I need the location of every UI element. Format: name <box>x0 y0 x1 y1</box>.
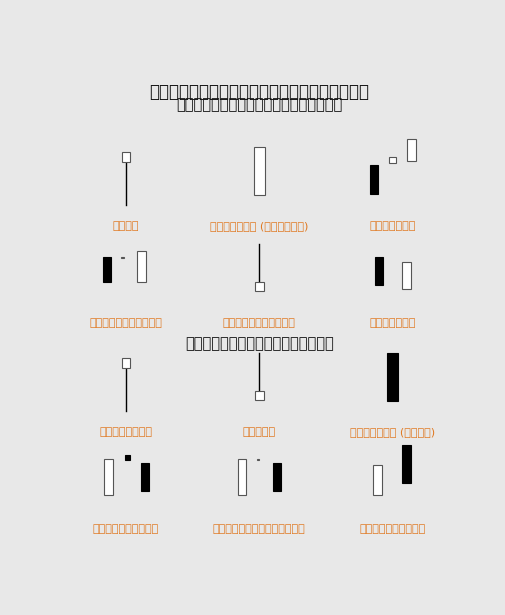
Bar <box>272 462 281 491</box>
Text: ค้อน: ค้อน <box>113 221 139 231</box>
Bar <box>255 391 263 400</box>
Bar <box>104 459 113 495</box>
Bar <box>369 165 377 194</box>
Bar <box>122 358 130 368</box>
Bar <box>255 282 263 291</box>
Text: รูปแบบกลับตัวขาขึ้น: รูปแบบกลับตัวขาขึ้น <box>176 97 342 113</box>
Bar <box>122 152 130 162</box>
Text: คนแขวนคอ: คนแขวนคอ <box>99 427 152 437</box>
Text: ค้อนกลับหัว: ค้อนกลับหัว <box>222 318 295 328</box>
Text: ดาวดวงเย็นโดจิ: ดาวดวงเย็นโดจิ <box>213 524 305 534</box>
Bar <box>373 465 381 495</box>
Bar <box>237 459 245 495</box>
Bar <box>374 256 382 285</box>
Bar <box>254 146 264 195</box>
Bar <box>125 455 129 460</box>
Text: เมฆดำบดบัง: เมฆดำบดบัง <box>359 524 425 534</box>
Bar <box>401 445 410 483</box>
Text: รูปแบบกลับตัวขาลง: รูปแบบกลับตัวขาลง <box>185 336 333 352</box>
Bar <box>140 462 149 491</box>
Bar <box>121 256 124 258</box>
Bar <box>256 459 259 460</box>
Text: กลืนกิน (ขาลง): กลืนกิน (ขาลง) <box>349 427 434 437</box>
Text: กลืนกิน (ขาขึ้น): กลืนกิน (ขาขึ้น) <box>210 221 308 231</box>
Bar <box>137 252 145 282</box>
Text: ดาวดวงเย็น: ดาวดวงเย็น <box>93 524 159 534</box>
Bar <box>103 256 111 282</box>
Text: หมุนตัว: หมุนตัว <box>369 318 415 328</box>
Bar <box>387 352 397 401</box>
Text: ดาวรุ่งโดจิ: ดาวรุ่งโดจิ <box>89 318 162 328</box>
Bar <box>388 157 395 164</box>
Text: ดาวรุ่ง: ดาวรุ่ง <box>369 221 415 231</box>
Text: รูปแบบแท่งเทียนกลับตัว: รูปแบบแท่งเทียนกลับตัว <box>149 83 369 101</box>
Bar <box>401 262 410 289</box>
Bar <box>407 139 415 161</box>
Text: ดาวตก: ดาวตก <box>242 427 275 437</box>
